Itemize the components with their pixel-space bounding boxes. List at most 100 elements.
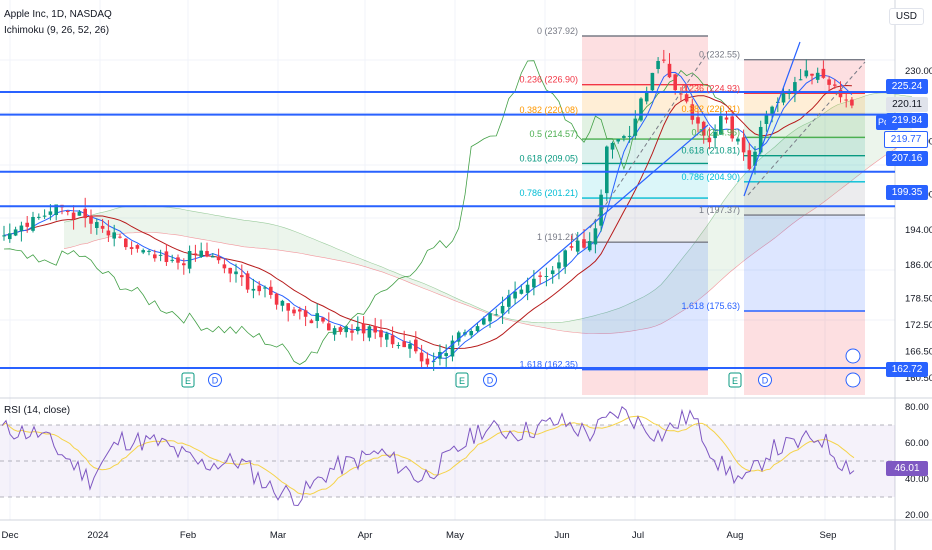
candle-body: [222, 264, 227, 269]
candle-body: [408, 343, 412, 349]
candle-body: [187, 251, 192, 269]
candle-body: [815, 72, 820, 80]
candle-body: [182, 263, 186, 266]
candle-body: [781, 93, 786, 103]
candle-body: [240, 275, 244, 278]
ichimoku-lines: [3, 60, 853, 365]
candle-body: [850, 99, 854, 106]
candle-body: [338, 327, 343, 332]
fib-left-level-label: 0 (237.92): [537, 26, 578, 36]
trend-lines[interactable]: [431, 41, 866, 363]
currency-button[interactable]: USD: [888, 8, 924, 25]
candle-body: [599, 194, 603, 226]
candle-body: [713, 131, 717, 139]
fib-labels: 0 (237.92) 0.236 (226.90) 0.382 (220.08) 0.…: [519, 26, 740, 370]
trend-line: [743, 41, 801, 197]
candle-body: [228, 267, 232, 274]
tenkan-line: [3, 71, 853, 359]
candle-body: [575, 240, 580, 252]
fib-right-level-label: 1.618 (175.63): [681, 301, 740, 311]
candle-body: [205, 251, 209, 257]
fib-left-level-label: 0.618 (209.05): [519, 153, 578, 163]
candle-body: [100, 225, 105, 229]
candle-body: [844, 99, 848, 101]
candle-body: [494, 314, 499, 316]
rsi-title[interactable]: RSI (14, close): [4, 405, 71, 416]
candle-body: [373, 326, 377, 333]
candle-body: [644, 91, 649, 102]
candle-body: [309, 320, 314, 324]
fib-right-zone: [744, 155, 865, 182]
fib-left-level-label: 1 (191.21): [537, 232, 578, 242]
candle-body: [500, 305, 505, 314]
candle-body: [245, 273, 250, 290]
horizontal-levels[interactable]: [0, 90, 895, 369]
candle-body: [66, 210, 70, 212]
candle-body: [135, 245, 140, 249]
fib-retracement-zones[interactable]: [582, 35, 865, 395]
candle-body: [54, 204, 58, 216]
earnings-letter: E: [185, 376, 191, 386]
candle-body: [48, 211, 53, 215]
fib-right-zone: [744, 181, 865, 216]
candle-body: [475, 326, 480, 332]
candle-body: [633, 118, 638, 136]
price-label: 207.16: [886, 151, 928, 166]
candle-body: [793, 82, 797, 92]
candle-body: [616, 138, 620, 142]
senkou-a: [63, 92, 912, 324]
candle-body: [719, 116, 723, 135]
price-label: 225.24: [886, 79, 928, 94]
time-tick: May: [446, 530, 464, 541]
fib-left-level-label: 0.5 (214.57): [529, 129, 578, 139]
candle-body: [164, 251, 169, 263]
earnings-icon: [728, 372, 742, 388]
candle-body: [13, 229, 18, 236]
candle-body: [582, 239, 586, 248]
indicator-label[interactable]: Ichimoku (9, 26, 52, 26): [4, 25, 110, 36]
dividend-letter: D: [212, 376, 219, 386]
candle-body: [627, 135, 632, 137]
candle-body: [83, 208, 87, 219]
candle-body: [456, 332, 461, 342]
candle-body: [350, 330, 354, 333]
rsi-line: [1, 405, 855, 507]
price-tick: 172.50: [905, 320, 932, 331]
dividend-letter: D: [487, 376, 494, 386]
time-tick: Aug: [727, 530, 744, 541]
fib-right-level-label: 0.236 (224.93): [681, 83, 740, 93]
fib-right-level-label: 0.618 (210.81): [681, 146, 740, 156]
cloud-fill: [64, 92, 912, 334]
price-label: 219.84: [886, 113, 928, 128]
candle-body: [361, 323, 366, 334]
candle-body: [488, 313, 492, 322]
time-tick: Sep: [820, 530, 837, 541]
fib-right-level-label: 0.5 (214.96): [691, 127, 740, 137]
rsi-tick: 60.00: [905, 438, 929, 449]
earnings-letter: E: [459, 376, 465, 386]
candle-body: [199, 250, 203, 257]
fib-left-level-label: 1.618 (162.35): [519, 360, 578, 370]
candle-body: [798, 79, 803, 81]
rsi-pane: [0, 405, 895, 507]
candle-body: [557, 262, 561, 269]
rsi-tick: 20.00: [905, 510, 929, 521]
candle-body: [269, 286, 273, 295]
symbol-title[interactable]: Apple Inc, 1D, NASDAQ: [4, 9, 112, 20]
candle-body: [821, 68, 826, 78]
candle-body: [315, 313, 319, 321]
candle-body: [42, 215, 47, 217]
candle-body: [25, 222, 29, 227]
candle-body: [257, 285, 261, 292]
fib-left-zone: [582, 36, 708, 85]
candle-body: [444, 353, 448, 356]
rsi-tick: 40.00: [905, 474, 929, 485]
candle-body: [696, 117, 700, 124]
candle-body: [367, 326, 372, 338]
candle-body: [89, 215, 93, 224]
candle-body: [622, 136, 626, 138]
candle-body: [736, 138, 740, 142]
